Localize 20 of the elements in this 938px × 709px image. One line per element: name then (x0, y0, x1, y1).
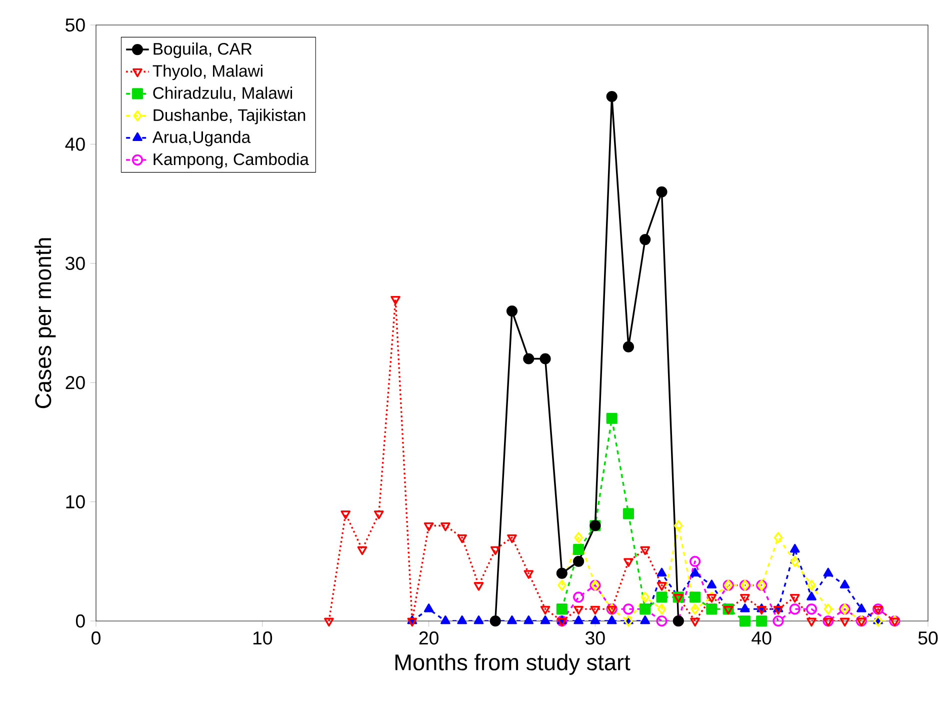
x-tick-label: 10 (253, 631, 272, 645)
y-tick-label: 0 (76, 614, 85, 628)
y-tick-label: 50 (66, 18, 85, 32)
x-tick-label: 20 (419, 631, 438, 645)
legend-label: Kampong, Cambodia (154, 152, 309, 168)
legend-label: Dushanbe, Tajikistan (154, 108, 306, 124)
x-axis-title: Months from study start (395, 654, 630, 675)
y-tick-label: 20 (66, 376, 85, 390)
legend-label: Thyolo, Malawi (152, 64, 262, 80)
y-tick-label: 30 (66, 256, 85, 270)
legend-label: Arua,Uganda (152, 130, 251, 146)
x-tick-label: 50 (918, 631, 938, 645)
x-tick-label: 0 (92, 631, 100, 645)
y-tick-label: 10 (66, 495, 85, 508)
x-tick-label: 30 (586, 631, 605, 645)
y-tick-label: 40 (65, 138, 85, 151)
legend-label: Chiradzulu, Malawi (153, 86, 292, 101)
x-tick-label: 40 (752, 631, 772, 645)
legend-label: Boguila, CAR (154, 42, 252, 58)
y-axis-title: Cases per month (34, 238, 56, 408)
